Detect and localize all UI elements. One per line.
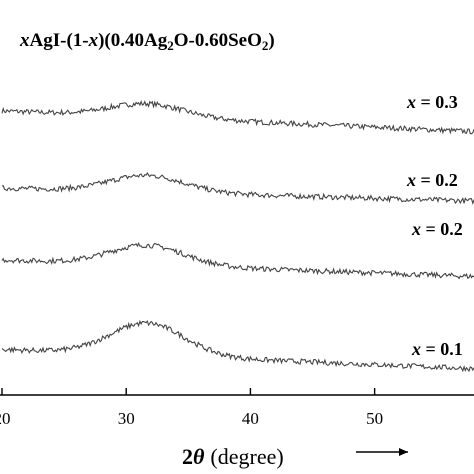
series-labels: x = 0.3 x = 0.2 x = 0.2 x = 0.1 — [406, 92, 463, 359]
series-label-2: x = 0.2 — [406, 170, 458, 190]
x-axis-label-symbol: 2 — [182, 444, 193, 469]
title-var2: x — [88, 30, 99, 51]
series-label-1: x = 0.3 — [406, 92, 458, 112]
x-axis-label: 2θ (degree) — [182, 444, 284, 469]
series-group — [1, 100, 474, 373]
title-sub2: 2 — [262, 38, 269, 53]
title-var: x — [19, 30, 30, 51]
x-tick-label-40: 40 — [242, 409, 259, 428]
series-label-4: x = 0.1 — [411, 339, 463, 359]
x-axis-label-unit: (degree) — [210, 444, 283, 469]
title-part1: )(0.40Ag — [98, 30, 168, 51]
direction-arrow-head — [399, 448, 408, 456]
x-axis-label-theta: θ — [193, 444, 205, 469]
chart-title: xAgI-(1-x)(0.40Ag2O-0.60SeO2) — [19, 30, 275, 53]
x-tick-label-20: 20 — [0, 409, 11, 428]
series-label-3: x = 0.2 — [411, 219, 463, 239]
series-line-2 — [1, 172, 474, 206]
x-tick-label-50: 50 — [366, 409, 383, 428]
title-sub1: 2 — [167, 38, 174, 53]
series-line-4 — [1, 319, 474, 373]
series-line-1 — [1, 100, 474, 135]
title-part3: ) — [268, 30, 274, 51]
x-axis-ticks: 20 30 40 50 — [0, 388, 383, 428]
title-part2: O-0.60SeO — [174, 30, 262, 51]
x-tick-label-30: 30 — [118, 409, 135, 428]
title-agi: AgI-(1- — [30, 30, 89, 51]
series-line-3 — [1, 241, 474, 280]
